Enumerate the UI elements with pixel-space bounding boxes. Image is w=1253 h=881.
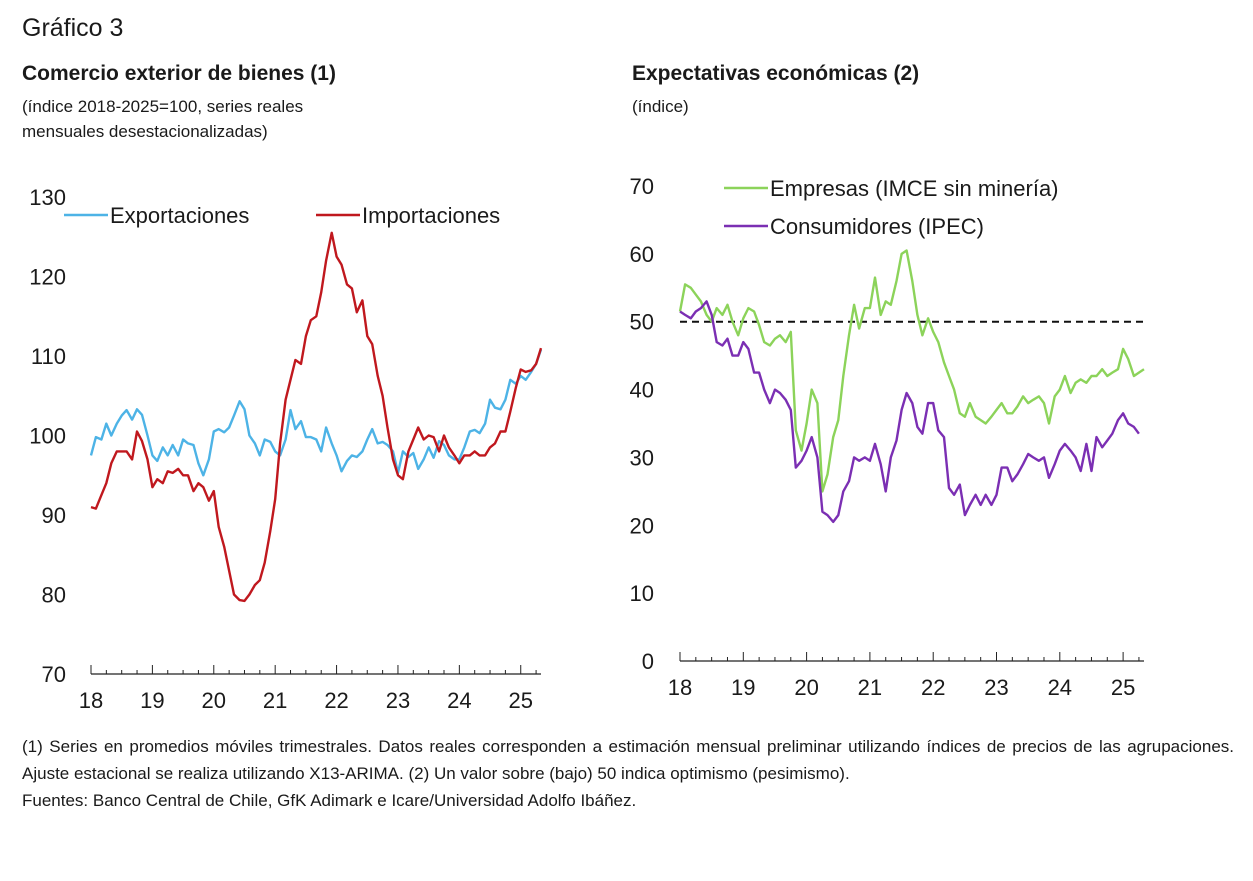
- expectations-chart: 0 10 20 30 40 50 60 70 18 19 20 21 22 23 24 25 Empresas …: [630, 174, 1145, 700]
- x-tick-label: 22: [921, 675, 945, 700]
- right-chart-title: Expectativas económicas (2): [632, 62, 920, 85]
- y-tick-label: 90: [42, 503, 66, 528]
- series-line-empresas: [678, 249, 1145, 493]
- y-tick-label: 130: [29, 185, 66, 210]
- legend-label: Consumidores (IPEC): [770, 214, 984, 239]
- y-tick-label: 70: [630, 174, 654, 199]
- y-tick-label: 40: [630, 378, 654, 403]
- y-tick-label: 110: [31, 344, 66, 369]
- footnotes: (1) Series en promedios móviles trimestr…: [22, 733, 1234, 814]
- series-line-consumidores: [679, 300, 1140, 524]
- sources-text: Fuentes: Banco Central de Chile, GfK Adi…: [22, 791, 637, 810]
- trade-chart: 70 80 90 100 110 120 130 18 19 20 21 22 23 24 25 Export…: [29, 185, 543, 713]
- left-chart-subtitle-line2: mensuales desestacionalizadas): [22, 122, 268, 141]
- figure-label: Gráfico 3: [22, 14, 124, 42]
- series-line-exportaciones: [89, 349, 543, 477]
- y-tick-label: 30: [630, 445, 654, 470]
- series-line-importaciones: [90, 231, 543, 603]
- x-tick-label: 25: [508, 688, 532, 713]
- x-tick-label: 22: [324, 688, 348, 713]
- y-tick-label: 20: [630, 513, 654, 538]
- x-tick-label: 24: [447, 688, 471, 713]
- y-tick-label: 10: [630, 581, 654, 606]
- y-tick-label: 70: [42, 662, 66, 687]
- y-tick-label: 0: [642, 649, 654, 674]
- y-tick-label: 50: [630, 310, 654, 335]
- x-tick-label: 23: [386, 688, 410, 713]
- x-tick-label: 21: [858, 675, 882, 700]
- y-tick-label: 120: [29, 265, 66, 290]
- legend-label: Empresas (IMCE sin minería): [770, 176, 1059, 201]
- x-tick-label: 18: [79, 688, 103, 713]
- x-tick-label: 23: [984, 675, 1008, 700]
- x-tick-label: 19: [140, 688, 164, 713]
- x-tick-label: 18: [668, 675, 692, 700]
- legend-label: Exportaciones: [110, 203, 249, 228]
- x-tick-label: 19: [731, 675, 755, 700]
- y-tick-label: 100: [29, 424, 66, 449]
- x-tick-label: 21: [263, 688, 287, 713]
- legend-label: Importaciones: [362, 203, 500, 228]
- y-tick-label: 60: [630, 242, 654, 267]
- x-tick-label: 20: [794, 675, 818, 700]
- x-tick-label: 25: [1111, 675, 1135, 700]
- footnote-text: (1) Series en promedios móviles trimestr…: [22, 737, 1234, 783]
- left-chart-subtitle: (índice 2018-2025=100, series reales men…: [22, 94, 303, 144]
- left-chart-subtitle-line1: (índice 2018-2025=100, series reales: [22, 97, 304, 116]
- right-chart-subtitle: (índice): [632, 97, 689, 116]
- x-tick-label: 24: [1048, 675, 1072, 700]
- y-tick-label: 80: [42, 583, 66, 608]
- left-chart-title: Comercio exterior de bienes (1): [22, 62, 336, 85]
- x-tick-label: 20: [202, 688, 226, 713]
